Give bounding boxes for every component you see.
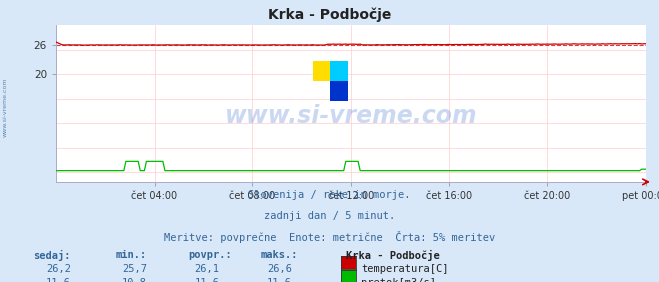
Text: 11,6: 11,6 [267, 278, 292, 282]
Text: Slovenija / reke in morje.: Slovenija / reke in morje. [248, 190, 411, 200]
Text: 10,8: 10,8 [122, 278, 147, 282]
Text: temperatura[C]: temperatura[C] [361, 264, 449, 274]
Text: 25,7: 25,7 [122, 264, 147, 274]
Text: www.si-vreme.com: www.si-vreme.com [225, 104, 477, 128]
Text: sedaj:: sedaj: [33, 250, 71, 261]
Text: 11,6: 11,6 [46, 278, 71, 282]
Text: Meritve: povprečne  Enote: metrične  Črta: 5% meritev: Meritve: povprečne Enote: metrične Črta:… [164, 231, 495, 243]
Text: pretok[m3/s]: pretok[m3/s] [361, 278, 436, 282]
Text: 11,6: 11,6 [194, 278, 219, 282]
Text: Krka - Podbočje: Krka - Podbočje [268, 7, 391, 21]
Text: www.si-vreme.com: www.si-vreme.com [3, 78, 8, 137]
Text: 26,1: 26,1 [194, 264, 219, 274]
Text: Krka - Podbočje: Krka - Podbočje [346, 250, 440, 261]
Text: zadnji dan / 5 minut.: zadnji dan / 5 minut. [264, 211, 395, 221]
Text: min.:: min.: [115, 250, 146, 259]
Text: 26,6: 26,6 [267, 264, 292, 274]
Text: povpr.:: povpr.: [188, 250, 231, 259]
Text: 26,2: 26,2 [46, 264, 71, 274]
Text: maks.:: maks.: [260, 250, 298, 259]
